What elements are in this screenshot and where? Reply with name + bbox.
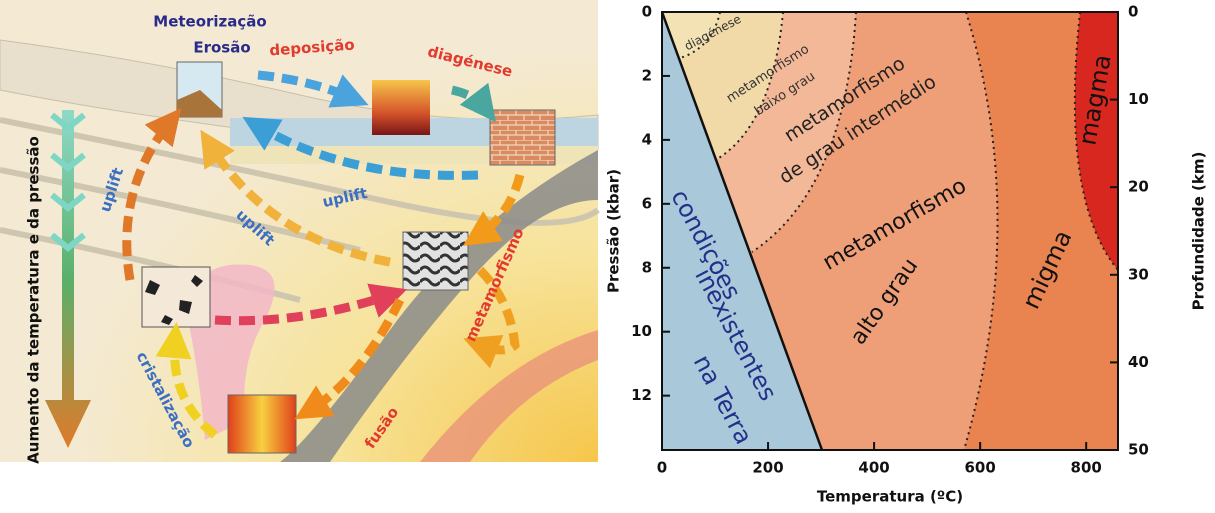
metamorphic-rock-icon	[403, 232, 468, 290]
x-tick-label: 600	[964, 459, 995, 477]
x-tick-label: 200	[752, 459, 783, 477]
pt-diagram: Temperatura (ºC) Pressão (kbar) Profundi…	[605, 3, 1208, 506]
x-tick-label: 400	[858, 459, 889, 477]
y2-tick-label: 40	[1128, 353, 1149, 371]
magma-icon	[228, 395, 296, 453]
y2-tick-label: 0	[1128, 3, 1138, 21]
y2-tick-label: 20	[1128, 178, 1149, 196]
y2-tick-label: 10	[1128, 90, 1149, 108]
y-tick-label: 2	[642, 66, 652, 84]
y-tick-label: 12	[631, 386, 652, 404]
y-tick-label: 6	[642, 194, 652, 212]
side-label: Aumento da temperatura e da pressão	[25, 136, 43, 464]
y2-tick-label: 50	[1128, 441, 1149, 459]
sediment-icon	[372, 80, 430, 135]
y-axis-label: Pressão (kbar)	[605, 169, 623, 293]
label: Erosão	[193, 39, 250, 57]
y2-tick-label: 30	[1128, 265, 1149, 283]
y-tick-label: 0	[642, 3, 652, 21]
rock-cycle: Meteorização Erosão deposição diagénese …	[0, 0, 598, 464]
label: Meteorização	[153, 13, 266, 31]
y-tick-label: 4	[642, 130, 652, 148]
y2-axis-label: Profundidade (km)	[1190, 152, 1208, 311]
y-tick-label: 10	[631, 322, 652, 340]
y-tick-label: 8	[642, 258, 652, 276]
page: Meteorização Erosão deposição diagénese …	[0, 0, 1215, 513]
sedimentary-rock-icon	[490, 110, 555, 165]
igneous-rock-icon	[142, 267, 210, 327]
x-tick-label: 0	[657, 459, 667, 477]
x-axis-label: Temperatura (ºC)	[817, 488, 963, 506]
x-tick-label: 800	[1071, 459, 1102, 477]
